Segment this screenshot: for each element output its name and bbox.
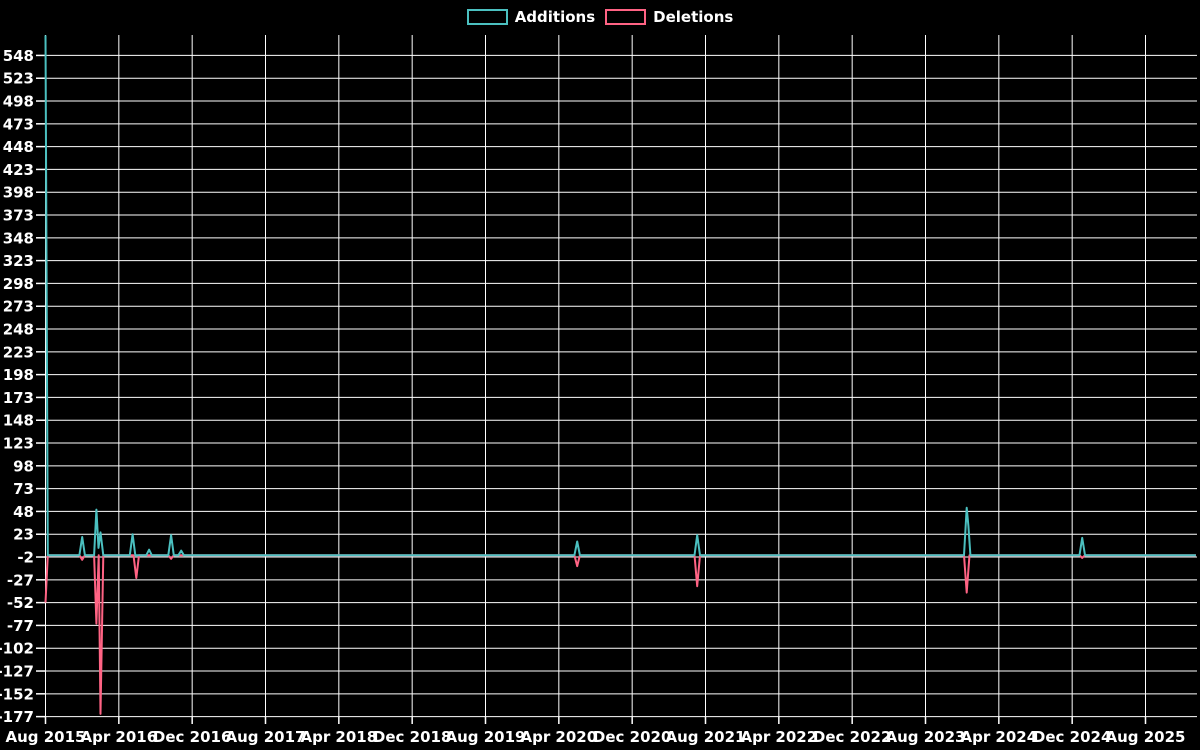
y-tick-label: -27 [7,571,34,589]
y-tick-label: 373 [3,207,34,225]
legend-label-deletions: Deletions [653,8,734,26]
x-axis-ticks [44,717,1147,724]
x-tick-label: Apr 2022 [740,728,817,746]
x-tick-label: Apr 2024 [960,728,1037,746]
legend-label-additions: Additions [514,8,596,26]
x-tick-label: Apr 2018 [300,728,377,746]
y-tick-label: 523 [3,70,34,88]
additions-line [44,35,1196,557]
vertical-gridlines [45,35,1146,717]
y-axis-labels: -177 -152 -127 -102 -77 -52 -27 -2 23 48 73 98 123 14… [0,47,34,726]
y-tick-label: 348 [3,229,34,247]
y-tick-label: -52 [7,594,34,612]
y-tick-label: -102 [0,640,34,658]
y-tick-label: 123 [3,435,34,453]
x-tick-label: Dec 2020 [593,728,672,746]
x-tick-label: Aug 2023 [886,728,966,746]
x-tick-label: Dec 2024 [1033,728,1112,746]
y-tick-label: 148 [3,412,34,430]
x-tick-label: Aug 2021 [666,728,746,746]
y-tick-label: 23 [13,526,34,544]
x-tick-label: Dec 2022 [813,728,892,746]
x-tick-label: Dec 2016 [153,728,232,746]
y-tick-label: 248 [3,321,34,339]
x-tick-label: Dec 2018 [373,728,452,746]
chart-legend: Additions Deletions [0,6,1200,28]
additions-swatch [466,9,508,25]
y-tick-label: 473 [3,115,34,133]
legend-item-deletions[interactable]: Deletions [605,7,733,27]
y-tick-label: 223 [3,343,34,361]
y-tick-label: -152 [0,685,34,703]
x-tick-label: Aug 2025 [1106,728,1186,746]
y-tick-label: 273 [3,298,34,316]
y-tick-label: 423 [3,161,34,179]
horizontal-gridlines [45,54,1197,718]
data-series [44,35,1196,715]
y-tick-label: 198 [3,366,34,384]
x-tick-label: Aug 2015 [6,728,86,746]
y-tick-label: 323 [3,252,34,270]
deletions-line [44,554,1196,715]
y-tick-label: 548 [3,47,34,65]
x-tick-label: Apr 2020 [520,728,597,746]
y-tick-label: 298 [3,275,34,293]
legend-item-additions[interactable]: Additions [466,7,596,27]
y-tick-label: 498 [3,93,34,111]
x-tick-label: Aug 2017 [226,728,306,746]
y-tick-label: 448 [3,138,34,156]
x-tick-label: Aug 2019 [446,728,526,746]
y-tick-label: -2 [17,549,34,567]
y-tick-label: -77 [7,617,34,635]
y-tick-label: 48 [13,503,34,521]
y-tick-label: 173 [3,389,34,407]
x-tick-label: Apr 2016 [80,728,157,746]
y-tick-label: 98 [13,457,34,475]
y-axis-ticks [36,54,46,718]
y-tick-label: -177 [0,708,34,726]
y-tick-label: -127 [0,663,34,681]
deletions-swatch [605,9,647,25]
y-tick-label: 73 [13,480,34,498]
y-tick-label: 398 [3,184,34,202]
